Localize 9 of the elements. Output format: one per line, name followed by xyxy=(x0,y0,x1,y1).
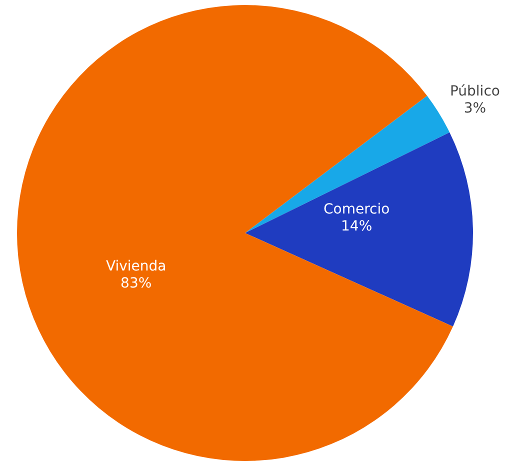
pie-slice xyxy=(245,132,473,326)
data-label: 3% xyxy=(464,100,486,117)
data-label: 14% xyxy=(341,218,372,235)
slice-label: Vivienda xyxy=(106,258,166,275)
data-label: 83% xyxy=(120,276,152,292)
pie-slice xyxy=(17,5,453,461)
slice-label: Público xyxy=(450,84,500,100)
pie-slice xyxy=(245,96,450,233)
slice-label: Comercio xyxy=(323,202,390,218)
